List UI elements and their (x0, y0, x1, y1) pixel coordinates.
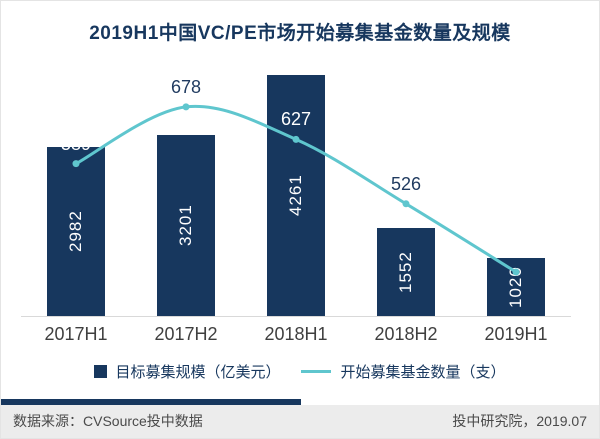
line-data-point (72, 160, 80, 168)
line-data-point (402, 200, 410, 208)
footer: 数据来源：CVSource投中数据 投中研究院，2019.07 (1, 405, 599, 438)
line-data-point (182, 103, 190, 111)
x-axis-label: 2017H1 (44, 324, 108, 344)
line-legend-swatch (300, 370, 331, 373)
bar-2017H1: 2982 (47, 147, 105, 316)
x-axis-label: 2017H2 (154, 324, 218, 344)
chart-title: 2019H1中国VC/PE市场开始募集基金数量及规模 (89, 23, 511, 44)
line-value-label: 419 (500, 242, 532, 262)
bar-2019H1: 1020 (487, 258, 545, 316)
line-value-label: 678 (170, 76, 202, 97)
legend: 目标募集规模（亿美元） 开始募集基金数量（支） (1, 361, 599, 382)
x-axis-label: 2018H1 (264, 324, 328, 344)
footer-accent-bar (1, 399, 301, 405)
line-value-label: 526 (390, 173, 422, 194)
line-value-label: 627 (280, 109, 312, 130)
line-series-path (75, 104, 517, 274)
x-axis: 2017H1 2017H2 2018H1 2018H2 2019H1 (21, 324, 571, 348)
line-value-label: 589 (60, 133, 92, 154)
data-source-text: 数据来源：CVSource投中数据 (13, 413, 203, 429)
credit-text: 投中研究院，2019.07 (452, 413, 587, 429)
line-data-point (292, 135, 300, 143)
trend-line (72, 103, 520, 276)
plot-area: 2982 3201 4261 1552 1020 589 678 627 526 419 (21, 61, 571, 317)
bar-2018H1: 4261 (267, 75, 325, 316)
x-axis-label: 2019H1 (484, 324, 548, 344)
line-legend-label: 开始募集基金数量（支） (340, 364, 506, 381)
bar-2018H2: 1552 (377, 228, 435, 316)
x-axis-label: 2018H2 (374, 324, 438, 344)
bar-2017H2: 3201 (157, 135, 215, 316)
bar-legend-swatch (94, 365, 108, 378)
bar-legend-label: 目标募集规模（亿美元） (115, 364, 281, 381)
line-data-point (512, 268, 520, 276)
